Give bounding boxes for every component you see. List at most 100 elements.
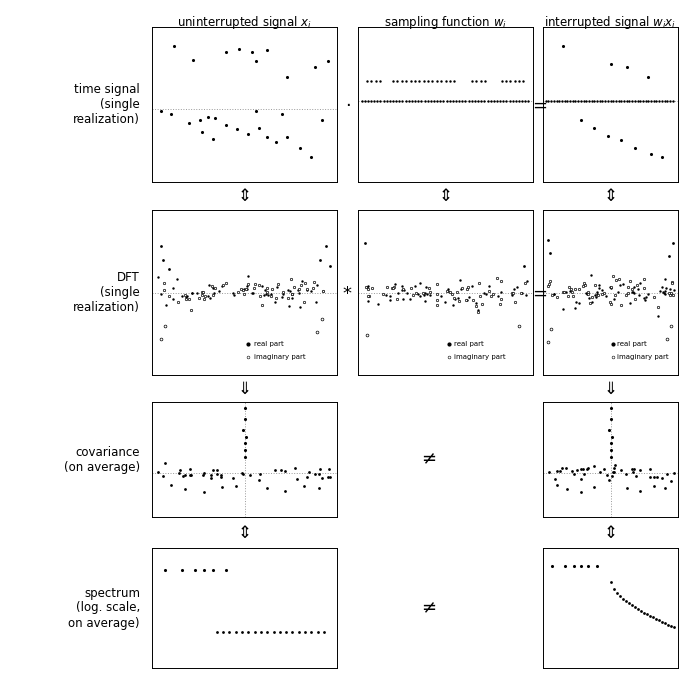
- Point: [210, 283, 221, 294]
- Point: [552, 466, 563, 477]
- Point: [602, 130, 613, 141]
- Point: [505, 76, 516, 86]
- Point: [583, 289, 594, 300]
- Point: [165, 108, 176, 119]
- Point: [610, 459, 621, 470]
- Point: [199, 467, 210, 478]
- Point: [167, 283, 178, 294]
- Point: [620, 595, 631, 606]
- Point: [362, 281, 373, 292]
- Point: [287, 289, 298, 300]
- Point: [175, 464, 186, 475]
- Point: [638, 292, 649, 303]
- Point: [271, 136, 282, 147]
- Text: imaginary part: imaginary part: [454, 354, 506, 360]
- Point: [387, 283, 398, 294]
- Point: [155, 289, 166, 300]
- Point: [396, 76, 407, 86]
- Point: [647, 612, 658, 623]
- Point: [606, 431, 617, 442]
- Point: [479, 96, 490, 107]
- Point: [153, 271, 164, 282]
- Point: [317, 473, 328, 484]
- Point: [610, 289, 621, 300]
- Point: [250, 56, 261, 67]
- Point: [439, 296, 450, 307]
- Point: [306, 152, 316, 163]
- Point: [607, 471, 618, 482]
- Point: [184, 118, 195, 129]
- Text: $\cdot$: $\cdot$: [345, 95, 350, 114]
- Point: [406, 96, 417, 107]
- Point: [586, 269, 597, 280]
- Point: [325, 471, 336, 482]
- Point: [627, 96, 638, 107]
- Point: [656, 616, 667, 627]
- Point: [546, 96, 557, 107]
- Point: [624, 96, 635, 107]
- Point: [582, 560, 593, 571]
- Point: [393, 287, 403, 298]
- Point: [659, 96, 670, 107]
- Point: [562, 291, 573, 302]
- Point: [261, 483, 272, 494]
- Point: [199, 291, 210, 302]
- Point: [605, 438, 616, 449]
- Point: [203, 290, 214, 301]
- Point: [414, 291, 425, 302]
- Point: [451, 286, 462, 297]
- Point: [488, 96, 499, 107]
- Point: [653, 96, 664, 107]
- Point: [591, 287, 602, 298]
- Point: [665, 283, 676, 294]
- Point: [456, 283, 466, 294]
- Point: [592, 96, 603, 107]
- Point: [509, 76, 520, 86]
- Point: [298, 481, 309, 492]
- Point: [322, 56, 333, 67]
- Point: [474, 291, 485, 302]
- Point: [514, 96, 525, 107]
- Point: [605, 414, 616, 425]
- Point: [667, 277, 678, 288]
- Point: [661, 469, 672, 479]
- Point: [293, 288, 304, 299]
- Point: [257, 281, 268, 291]
- Point: [460, 294, 471, 305]
- Point: [432, 96, 443, 107]
- Point: [275, 465, 286, 476]
- Point: [295, 142, 306, 153]
- Point: [578, 96, 589, 107]
- Point: [397, 283, 408, 294]
- Point: [627, 287, 638, 298]
- Point: [660, 289, 671, 300]
- Point: [242, 627, 253, 637]
- Text: covariance
(on average): covariance (on average): [64, 445, 140, 473]
- Point: [288, 281, 299, 292]
- Point: [462, 283, 473, 294]
- Point: [627, 466, 638, 477]
- Point: [298, 297, 309, 308]
- Point: [628, 282, 639, 293]
- Point: [158, 284, 169, 295]
- Point: [645, 148, 656, 159]
- Point: [249, 627, 260, 637]
- Point: [622, 281, 633, 292]
- Point: [608, 584, 619, 595]
- Point: [643, 71, 653, 82]
- Point: [370, 76, 381, 86]
- Point: [155, 333, 166, 344]
- Point: [521, 276, 532, 287]
- Point: [359, 96, 370, 107]
- Point: [592, 560, 603, 571]
- Point: [419, 288, 430, 299]
- Point: [212, 469, 223, 479]
- Point: [312, 280, 323, 291]
- Point: [590, 289, 601, 300]
- Point: [435, 96, 446, 107]
- Point: [242, 278, 253, 289]
- Point: [662, 333, 673, 344]
- Point: [397, 96, 408, 107]
- Point: [443, 283, 454, 294]
- Point: [378, 96, 389, 107]
